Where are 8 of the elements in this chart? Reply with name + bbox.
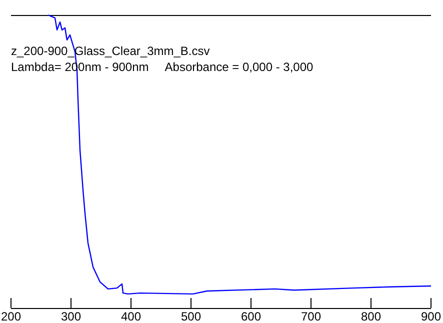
x-tick-label: 300: [60, 310, 82, 323]
x-tick-label: 200: [0, 310, 22, 323]
x-tick-label: 400: [120, 310, 142, 323]
x-tick-label: 800: [360, 310, 382, 323]
x-tick-label: 700: [300, 310, 322, 323]
x-tick-label: 500: [180, 310, 202, 323]
x-tick-label: 600: [240, 310, 262, 323]
x-tick-label: 900: [420, 310, 442, 323]
